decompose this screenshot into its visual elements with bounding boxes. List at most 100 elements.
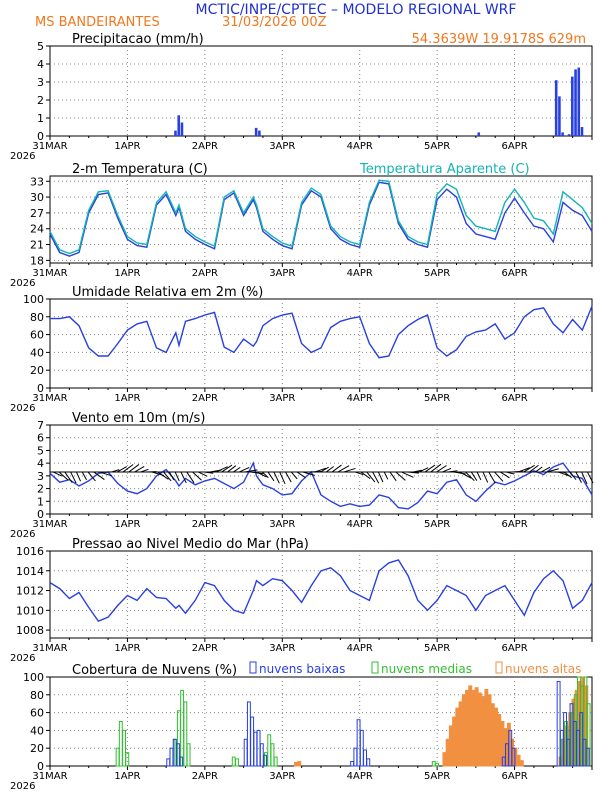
precip-bar xyxy=(477,132,481,136)
wind-arrow xyxy=(296,471,306,478)
cloud-bar-nuvens-altas xyxy=(490,703,495,767)
y-tick-label: 0 xyxy=(37,382,44,395)
y-tick-label: 60 xyxy=(30,707,44,720)
series-line-rh xyxy=(50,305,593,359)
x-tick-label: 31MAR xyxy=(32,141,67,152)
cloud-bar-nuvens-altas xyxy=(474,687,479,767)
cloud-bar-nuvens-medias xyxy=(270,743,275,767)
wind-arrow xyxy=(343,467,356,473)
cloud-bar-nuvens-altas xyxy=(442,752,447,767)
cloud-bar-nuvens-baixas xyxy=(353,747,358,767)
x-year-label: 2026 xyxy=(10,781,35,792)
wind-arrow xyxy=(192,471,202,481)
cloud-bar-nuvens-medias xyxy=(235,758,239,767)
wind-arrow xyxy=(302,471,315,476)
cloud-legend-swatch xyxy=(249,661,257,674)
cloud-bar-nuvens-altas xyxy=(455,707,460,767)
wind-arrow xyxy=(215,466,228,473)
y-tick-label: 5 xyxy=(37,444,44,457)
wind-arrow xyxy=(81,471,88,481)
x-tick-label: 2APR xyxy=(192,268,218,279)
wind-arrow xyxy=(360,471,371,480)
y-tick-label: 20 xyxy=(30,364,44,377)
cloud-bar-nuvens-altas xyxy=(468,685,473,767)
x-year-label: 2026 xyxy=(10,529,35,540)
wind-arrow xyxy=(494,471,504,482)
wind-arrow xyxy=(401,471,414,478)
wind-arrow xyxy=(482,471,489,483)
cloud-bar-nuvens-medias xyxy=(273,756,278,767)
cloud-bar-nuvens-baixas xyxy=(366,758,371,767)
x-tick-label: 1APR xyxy=(114,268,140,279)
x-tick-label: 5APR xyxy=(424,771,450,782)
y-tick-label: 0 xyxy=(37,508,44,521)
wind-arrow xyxy=(430,463,442,473)
x-year-label: 2026 xyxy=(10,278,35,289)
cloud-bar-nuvens-baixas xyxy=(263,754,267,767)
y-tick-label: 2 xyxy=(37,483,44,496)
panel-title: Vento em 10m (m/s) xyxy=(72,411,205,426)
precip-bar xyxy=(571,76,574,136)
x-tick-label: 6APR xyxy=(501,141,527,152)
x-tick-label: 2APR xyxy=(192,643,218,654)
precip-bar xyxy=(554,80,558,136)
wind-arrow xyxy=(581,471,588,485)
cloud-bar-nuvens-altas xyxy=(448,725,453,767)
wind-arrow xyxy=(418,467,429,473)
y-tick-label: 5 xyxy=(37,40,44,53)
precip-bar xyxy=(177,115,181,136)
x-tick-label: 2APR xyxy=(192,393,218,404)
y-tick-label: 80 xyxy=(30,689,44,702)
x-tick-label: 6APR xyxy=(501,643,527,654)
precip-bar xyxy=(258,130,261,136)
x-tick-label: 3APR xyxy=(269,643,295,654)
header-location: MS BANDEIRANTES xyxy=(35,15,160,30)
wind-arrow xyxy=(372,471,380,484)
wind-arrow xyxy=(87,471,96,482)
precip-bar xyxy=(574,69,577,136)
wind-arrow xyxy=(331,464,342,473)
panel-title: Umidade Relativa em 2m (%) xyxy=(72,285,263,300)
x-tick-label: 2APR xyxy=(192,519,218,530)
cloud-bar-nuvens-altas xyxy=(477,692,482,767)
x-tick-label: 3APR xyxy=(269,771,295,782)
panel-frame xyxy=(49,45,593,137)
y-tick-label: 6 xyxy=(37,432,44,445)
header-coords: 54.3639W 19.9178S 629m xyxy=(412,32,586,47)
y-tick-label: 27 xyxy=(30,207,44,220)
cloud-bar-nuvens-altas xyxy=(494,707,498,767)
wind-arrow xyxy=(320,466,329,473)
wind-arrow xyxy=(64,471,73,484)
wind-arrow xyxy=(128,464,140,473)
y-tick-label: 30 xyxy=(30,191,44,204)
cloud-bar-nuvens-altas xyxy=(471,689,476,767)
temp-legend: Temperatura Aparente (C) xyxy=(359,162,530,177)
precip-bar xyxy=(180,122,184,136)
precip-bar xyxy=(577,67,581,136)
cloud-bar-nuvens-altas xyxy=(516,754,521,767)
wind-arrow xyxy=(488,471,496,484)
cloud-bar-nuvens-baixas xyxy=(359,729,364,767)
cloud-bar-nuvens-medias xyxy=(118,721,123,767)
x-tick-label: 3APR xyxy=(269,141,295,152)
cloud-bar-nuvens-baixas xyxy=(179,756,184,767)
y-tick-label: 1012 xyxy=(16,585,44,598)
x-tick-label: 1APR xyxy=(114,393,140,404)
x-tick-label: 4APR xyxy=(347,141,373,152)
y-tick-label: 4 xyxy=(37,457,44,470)
wind-arrow xyxy=(261,471,269,479)
cloud-bar-nuvens-altas xyxy=(519,760,524,767)
cloud-bar-nuvens-baixas xyxy=(511,747,516,767)
wind-arrow xyxy=(500,471,510,479)
x-tick-label: 6APR xyxy=(501,519,527,530)
panel-pres: 1008 1010 1012 1014 1016 31MAR 1APR 2APR 3APR 4AP… xyxy=(10,537,593,664)
cloud-bar-nuvens-medias xyxy=(186,743,191,767)
y-tick-label: 100 xyxy=(23,293,44,306)
wind-arrow xyxy=(325,466,334,473)
cloud-bar-nuvens-altas xyxy=(445,738,450,767)
wind-arrow xyxy=(470,471,478,481)
x-tick-label: 6APR xyxy=(501,771,527,782)
y-tick-label: 40 xyxy=(30,724,44,737)
